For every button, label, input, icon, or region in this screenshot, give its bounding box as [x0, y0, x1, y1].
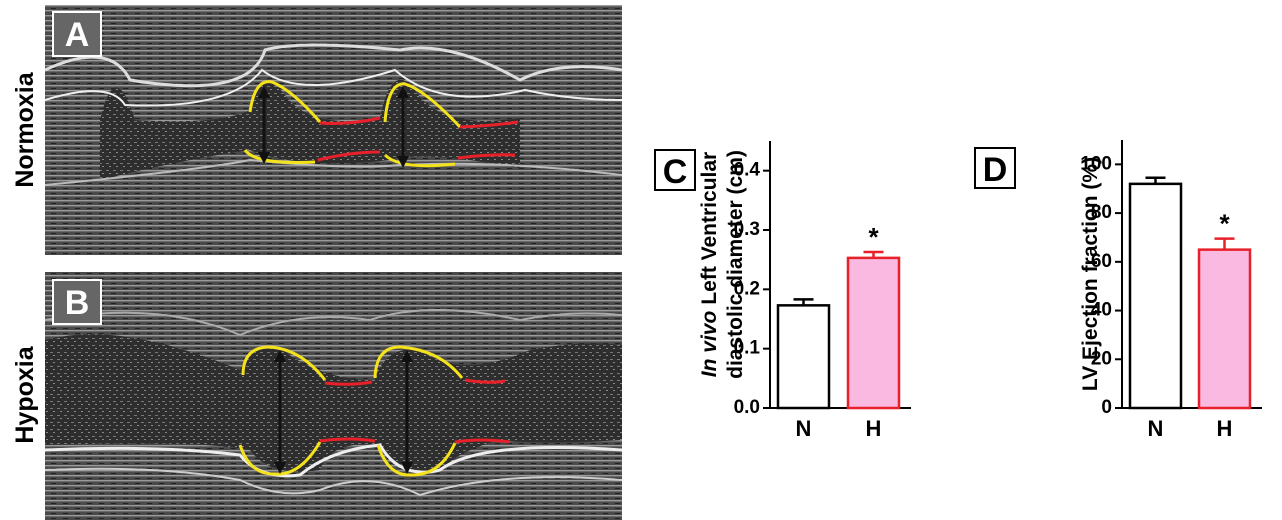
x-tick-label: H [866, 416, 882, 441]
condition-label: Normoxia [11, 71, 39, 187]
y-axis-label: In vivo Left Ventricular [698, 152, 721, 377]
y-tick-label: 0.0 [734, 397, 760, 418]
panel-label: B [65, 284, 90, 322]
y-axis-label: diastolic diameter (cm) [724, 150, 747, 379]
y-axis-label: LV Ejection fraction (%) [1079, 157, 1102, 391]
y-axis-label-text: Left Ventricular [698, 152, 721, 305]
y-tick-label: 0 [1101, 397, 1112, 418]
x-tick-label: H [1217, 416, 1233, 441]
y-axis-label-italic: In vivo [698, 311, 721, 378]
panel-label: C [663, 153, 688, 191]
echo-image-a [45, 5, 622, 255]
significance-marker: * [868, 222, 879, 252]
x-tick-label: N [796, 416, 812, 441]
bar [778, 305, 829, 408]
significance-marker: * [1219, 209, 1230, 239]
x-tick-label: N [1148, 416, 1164, 441]
figure: A B Normoxia Hypoxia C0.00.10.20.30.4In … [0, 0, 1282, 520]
echo-image-b [45, 272, 622, 520]
condition-label: Hypoxia [11, 345, 39, 443]
bar [1130, 184, 1181, 408]
bar [1199, 250, 1250, 408]
bar [848, 258, 899, 408]
panel-label: A [65, 16, 90, 54]
panel-label: D [983, 151, 1008, 189]
page: A B Normoxia Hypoxia C0.00.10.20.30.4In … [0, 0, 1282, 520]
